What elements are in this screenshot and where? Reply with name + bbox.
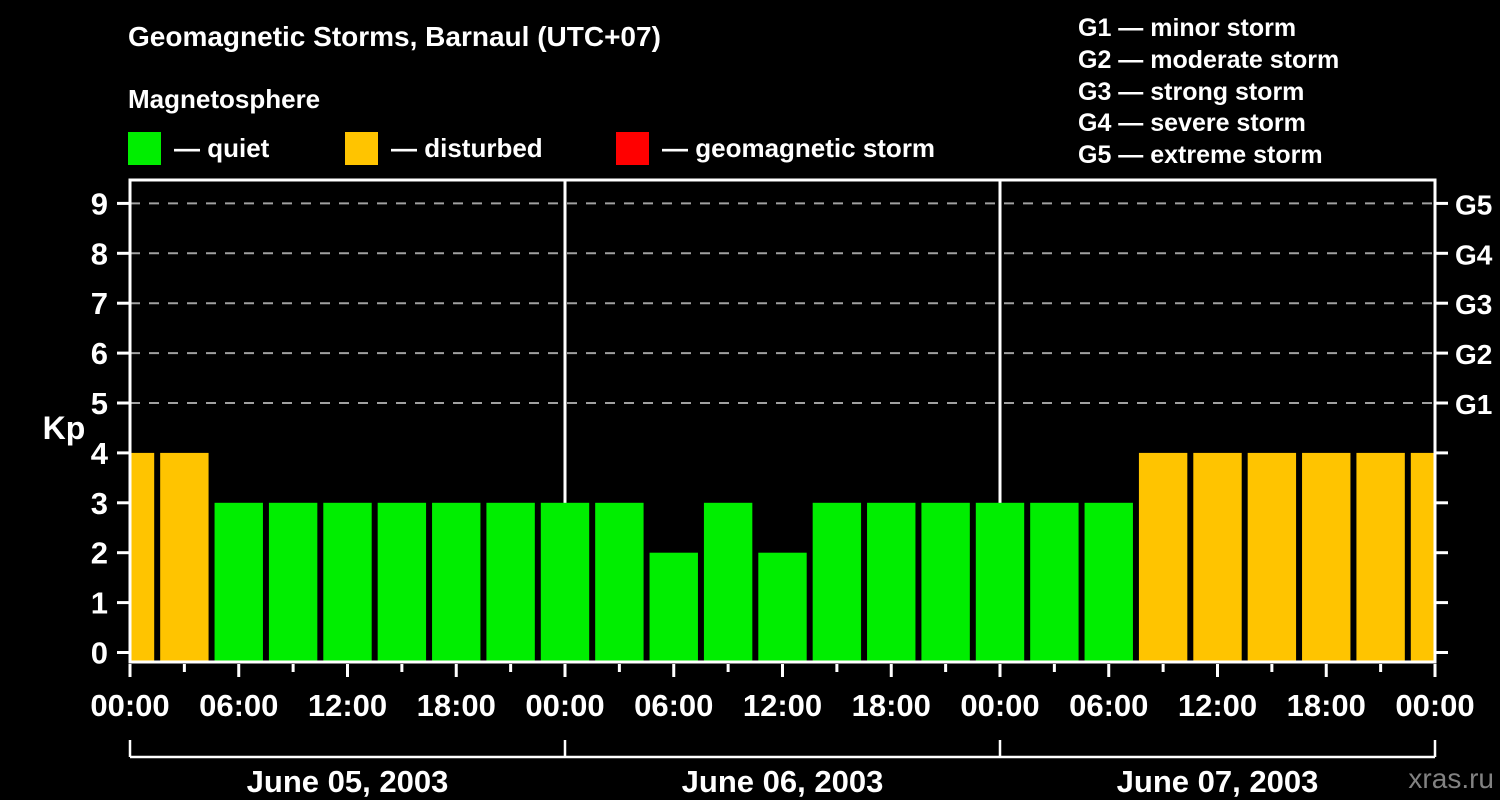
kp-bar [703,502,753,661]
disturbed-color-swatch [345,132,378,165]
kp-bar [432,502,481,661]
x-tick-label: 18:00 [417,688,496,723]
kp-activity-legend: — quiet — disturbed — geomagnetic storm [128,132,1028,166]
y-tick-label: 4 [91,436,109,471]
chart-subtitle: Magnetosphere [128,84,321,114]
kp-bar [160,452,209,661]
kp-bar [1084,502,1133,661]
watermark: xras.ru [1408,763,1494,794]
storm-color-swatch [616,132,649,165]
x-tick-label: 18:00 [852,688,931,723]
legend-item-storm: — geomagnetic storm [616,132,935,165]
date-label: June 06, 2003 [682,764,884,799]
kp-bar [1030,502,1079,661]
x-tick-label: 12:00 [308,688,387,723]
x-tick-label: 00:00 [1395,688,1474,723]
x-tick-label: 18:00 [1287,688,1366,723]
g-scale-legend: G1 — minor storm G2 — moderate storm G3 … [1078,13,1339,172]
g-legend-line-g3: G3 — strong storm [1078,77,1305,106]
kp-bar [595,502,644,661]
kp-bar [1138,452,1188,661]
y-tick-label: 8 [91,236,108,271]
g-level-label: G1 [1455,389,1492,420]
legend-item-quiet: — quiet [128,132,269,165]
x-tick-label: 00:00 [525,688,604,723]
x-tick-label: 06:00 [634,688,713,723]
kp-bar [649,552,698,661]
y-tick-label: 7 [91,286,108,321]
y-tick-label: 6 [91,336,108,371]
y-tick-label: 9 [91,186,108,221]
kp-bar [1247,452,1297,661]
y-tick-label: 3 [91,486,108,521]
y-tick-label: 0 [91,636,108,671]
kp-bar [921,502,970,661]
g-level-label: G2 [1455,339,1492,370]
y-axis-title: Kp [43,410,86,446]
kp-bar [812,502,862,661]
g-legend-line-g1: G1 — minor storm [1078,14,1297,42]
kp-bar [867,502,916,661]
g-legend-line-g5: G5 — extreme storm [1078,141,1323,170]
kp-bar [1356,452,1405,661]
x-tick-label: 06:00 [1069,688,1148,723]
g-level-label: G4 [1455,239,1493,270]
x-tick-label: 00:00 [90,688,169,723]
g-level-label: G5 [1455,189,1492,220]
kp-bar [758,552,807,661]
legend-item-disturbed: — disturbed [345,132,543,165]
kp-bar [1302,452,1351,661]
chart-title: Geomagnetic Storms, Barnaul (UTC+07) [128,21,661,52]
g-legend-line-g4: G4 — severe storm [1078,109,1306,138]
storm-legend-label: — geomagnetic storm [662,133,936,163]
x-tick-label: 00:00 [960,688,1039,723]
x-tick-label: 12:00 [743,688,822,723]
kp-bar [323,502,372,661]
kp-bar [268,502,318,661]
kp-bar [131,452,155,661]
kp-bar [486,502,535,661]
date-label: June 05, 2003 [247,764,449,799]
disturbed-legend-label: — disturbed [391,133,543,163]
g-legend-line-g2: G2 — moderate storm [1078,45,1340,74]
kp-bar [214,502,263,661]
y-tick-label: 2 [91,536,108,571]
g-level-label: G3 [1455,289,1492,320]
date-label: June 07, 2003 [1117,764,1319,799]
x-tick-label: 12:00 [1178,688,1257,723]
y-tick-label: 1 [91,586,108,621]
kp-bar [377,502,427,661]
kp-bar [1193,452,1242,661]
kp-bar [1410,452,1434,661]
x-tick-label: 06:00 [199,688,278,723]
quiet-color-swatch [128,132,161,165]
kp-bar [540,502,590,661]
quiet-legend-label: — quiet [174,133,270,163]
kp-bar [975,502,1025,661]
y-tick-label: 5 [91,386,108,421]
